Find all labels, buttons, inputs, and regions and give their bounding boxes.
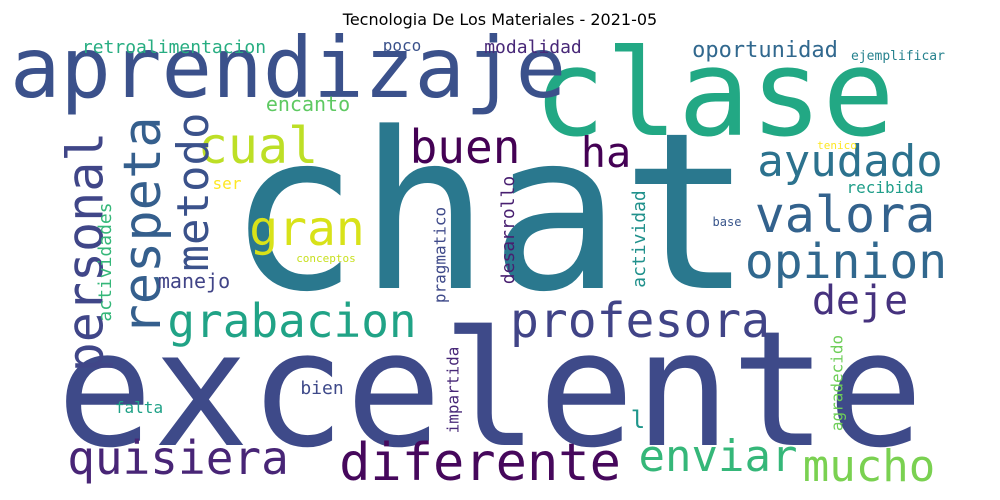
word-ejemplificar: ejemplificar (851, 49, 945, 64)
word-actividades: actividades (95, 202, 116, 321)
word-poco: poco (383, 36, 422, 55)
word-recibida: recibida (846, 178, 923, 197)
word-mucho: mucho (803, 441, 935, 492)
word-chat: chat (228, 87, 753, 340)
word-buen: buen (410, 120, 521, 174)
word-falta: falta (115, 398, 163, 417)
word-valora: valora (755, 186, 936, 244)
word-encanto: encanto (266, 92, 350, 116)
word-actividad: actividad (629, 190, 650, 288)
word-enviar: enviar (639, 431, 798, 482)
word-pragmatico: pragmatico (431, 207, 450, 303)
word-grabacion: grabacion (167, 294, 416, 348)
word-bien: bien (300, 378, 343, 399)
word-conceptos: conceptos (296, 252, 356, 265)
chart-title: Tecnologia De Los Materiales - 2021-05 (342, 10, 658, 29)
word-manejo: manejo (158, 269, 230, 293)
word-diferente: diferente (339, 433, 621, 493)
word-clase: clase (533, 25, 894, 164)
word-opinion: opinion (745, 234, 947, 290)
word-gran: gran (249, 201, 365, 257)
word-excelente: excelente (57, 296, 924, 483)
word-desarrollo: desarrollo (498, 176, 519, 284)
word-deje: deje (812, 278, 908, 324)
word-respeta: respeta (113, 116, 173, 335)
word-metodo: metodo (168, 113, 219, 272)
word-ha: ha (581, 128, 632, 177)
word-agradecido: agradecido (828, 335, 847, 431)
word-personal: personal (57, 132, 115, 373)
word-base: base (713, 215, 742, 229)
word-impartida: impartida (444, 347, 463, 434)
word-ser: ser (213, 174, 242, 193)
word-aprendizaje: aprendizaje (10, 19, 566, 117)
word-modalidad: modalidad (484, 37, 582, 58)
word-retroalimentacion: retroalimentacion (82, 37, 266, 58)
word-l: l (631, 406, 645, 434)
word-cual: cual (198, 117, 318, 175)
word-tenico: tenico (817, 139, 857, 152)
word-quisiera: quisiera (67, 431, 289, 485)
word-ayudado: ayudado (757, 136, 942, 187)
word-profesora: profesora (510, 293, 770, 349)
word-oportunidad: oportunidad (692, 38, 838, 63)
